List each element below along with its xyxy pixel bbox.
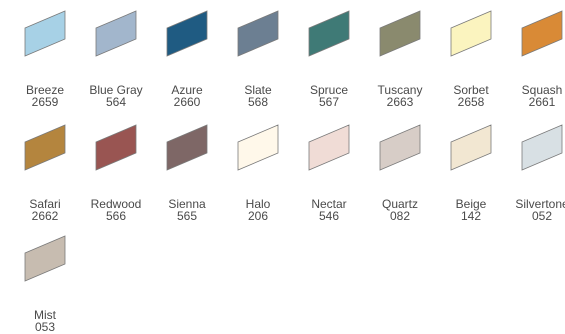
swatch-name: Nectar	[311, 197, 347, 211]
swatch-redwood[interactable]: Redwood 566	[81, 124, 151, 222]
swatch-code: 567	[318, 95, 340, 109]
swatch-name: Mist	[34, 308, 56, 322]
swatch-color	[237, 124, 279, 171]
swatch-chip	[379, 124, 421, 171]
swatch-sienna[interactable]: Sienna 565	[152, 124, 222, 222]
swatch-name: Slate	[244, 83, 272, 97]
swatch-chip	[24, 124, 66, 171]
swatch-chip	[24, 10, 66, 57]
swatch-name: Squash	[521, 83, 563, 97]
swatch-chip	[166, 10, 208, 57]
swatch-color	[450, 124, 492, 171]
swatch-code: 053	[34, 320, 56, 334]
swatch-color	[521, 124, 563, 171]
swatch-name: Azure	[171, 83, 203, 97]
swatch-safari[interactable]: Safari 2662	[10, 124, 80, 222]
swatch-name: Sienna	[168, 197, 206, 211]
swatch-chip	[95, 10, 137, 57]
swatch-chip	[308, 10, 350, 57]
swatch-chip	[237, 124, 279, 171]
swatch-grid: Breeze 2659 Blue Gray 564 Azure 2660 Sla…	[10, 10, 565, 333]
swatch-code: 564	[105, 95, 127, 109]
swatch-code: 142	[460, 209, 482, 223]
swatch-chip	[450, 10, 492, 57]
swatch-color	[308, 124, 350, 171]
swatch-code: 082	[389, 209, 411, 223]
swatch-name: Redwood	[90, 197, 142, 211]
swatch-silvertone[interactable]: Silvertone 052	[507, 124, 565, 222]
swatch-color	[24, 10, 66, 57]
swatch-name: Beige	[455, 197, 487, 211]
swatch-azure[interactable]: Azure 2660	[152, 10, 222, 108]
swatch-chip	[237, 10, 279, 57]
swatch-chip	[24, 235, 66, 282]
swatch-name: Silvertone	[515, 197, 565, 211]
swatch-name: Halo	[245, 197, 271, 211]
swatch-chip	[308, 124, 350, 171]
swatch-color	[521, 10, 563, 57]
swatch-nectar[interactable]: Nectar 546	[294, 124, 364, 222]
swatch-beige[interactable]: Beige 142	[436, 124, 506, 222]
swatch-name: Breeze	[25, 83, 65, 97]
swatch-chip	[166, 124, 208, 171]
swatch-chip	[521, 10, 563, 57]
swatch-name: Tuscany	[377, 83, 423, 97]
swatch-name: Safari	[29, 197, 61, 211]
swatch-code: 568	[247, 95, 269, 109]
swatch-code: 2660	[173, 95, 201, 109]
swatch-color	[24, 124, 66, 171]
swatch-code: 2658	[457, 95, 485, 109]
swatch-name: Quartz	[381, 197, 418, 211]
swatch-chip	[95, 124, 137, 171]
swatch-chip	[379, 10, 421, 57]
swatch-color	[95, 124, 137, 171]
swatch-code: 566	[105, 209, 127, 223]
swatch-tuscany[interactable]: Tuscany 2663	[365, 10, 435, 108]
swatch-blue-gray[interactable]: Blue Gray 564	[81, 10, 151, 108]
swatch-code: 052	[531, 209, 553, 223]
swatch-code: 2663	[386, 95, 414, 109]
swatch-color	[450, 10, 492, 57]
swatch-color	[166, 10, 208, 57]
swatch-color	[95, 10, 137, 57]
swatch-chip	[521, 124, 563, 171]
swatch-squash[interactable]: Squash 2661	[507, 10, 565, 108]
swatch-color	[379, 10, 421, 57]
swatch-quartz[interactable]: Quartz 082	[365, 124, 435, 222]
swatch-name: Spruce	[309, 83, 349, 97]
swatch-sorbet[interactable]: Sorbet 2658	[436, 10, 506, 108]
swatch-mist[interactable]: Mist 053	[10, 235, 80, 333]
swatch-code: 2659	[31, 95, 59, 109]
swatch-code: 565	[176, 209, 198, 223]
swatch-name: Blue Gray	[89, 83, 143, 97]
swatch-breeze[interactable]: Breeze 2659	[10, 10, 80, 108]
swatch-color	[237, 10, 279, 57]
swatch-code: 206	[247, 209, 269, 223]
swatch-slate[interactable]: Slate 568	[223, 10, 293, 108]
swatch-name: Sorbet	[453, 83, 489, 97]
swatch-code: 2661	[528, 95, 556, 109]
swatch-color	[24, 235, 66, 282]
swatch-color	[166, 124, 208, 171]
swatch-halo[interactable]: Halo 206	[223, 124, 293, 222]
swatch-chip	[450, 124, 492, 171]
swatch-code: 546	[318, 209, 340, 223]
swatch-code: 2662	[31, 209, 59, 223]
swatch-color	[308, 10, 350, 57]
swatch-color	[379, 124, 421, 171]
swatch-spruce[interactable]: Spruce 567	[294, 10, 364, 108]
